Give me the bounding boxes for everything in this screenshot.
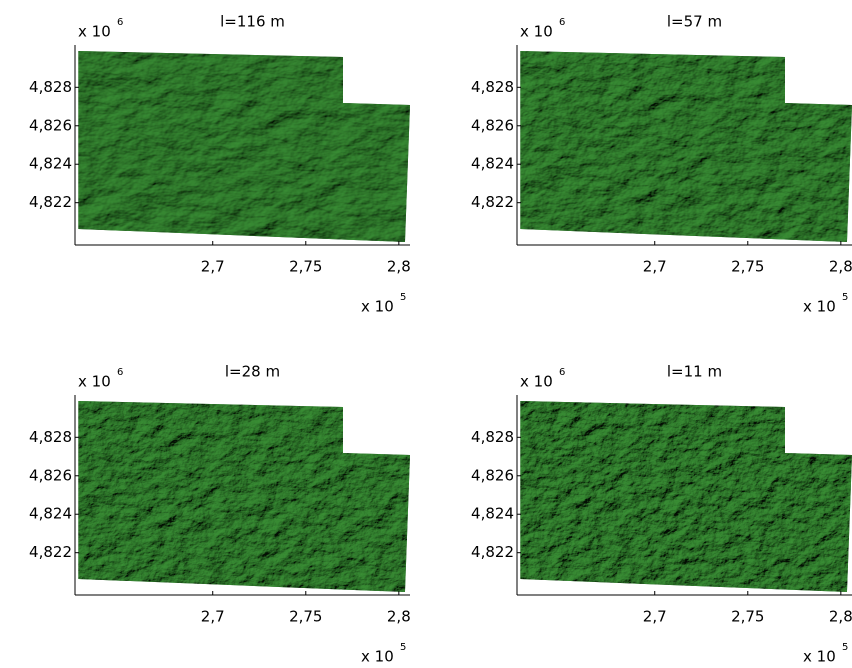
x-tick-label: 2,7 (643, 608, 667, 626)
x-multiplier-exponent: 5 (842, 292, 848, 303)
x-multiplier-exponent: 5 (842, 642, 848, 653)
y-tick-label: 4,828 (471, 78, 514, 96)
y-tick-label: 4,822 (471, 193, 514, 211)
x-tick-label: 2,7 (201, 608, 225, 626)
subplot-title: l=11 m (667, 363, 722, 381)
terrain-relief (520, 401, 852, 592)
x-multiplier: x 10 (803, 648, 836, 666)
y-tick-label: 4,822 (471, 543, 514, 561)
subplot-title: l=57 m (667, 13, 722, 31)
x-tick-label: 2,8 (387, 258, 411, 276)
y-multiplier-exponent: 6 (117, 367, 123, 378)
y-tick-label: 4,824 (29, 505, 72, 523)
y-tick-label: 4,826 (29, 466, 72, 484)
y-tick-label: 4,826 (471, 116, 514, 134)
x-tick-label: 2,75 (289, 258, 322, 276)
x-tick-label: 2,75 (731, 258, 764, 276)
x-tick-label: 2,8 (387, 608, 411, 626)
y-multiplier: x 10 (78, 23, 111, 41)
y-tick-label: 4,828 (29, 78, 72, 96)
figure: 2,72,752,84,8224,8244,8264,828l=116 mx 1… (0, 0, 852, 668)
x-multiplier-exponent: 5 (400, 292, 406, 303)
x-tick-label: 2,75 (289, 608, 322, 626)
subplot: 2,7 2,75 2,8 4,822 4,824 4,826 4,828 l=116 m x 1… (29, 13, 411, 316)
y-tick-label: 4,828 (29, 428, 72, 446)
y-tick-label: 4,826 (471, 466, 514, 484)
y-tick-label: 4,828 (471, 428, 514, 446)
y-multiplier-exponent: 6 (559, 367, 565, 378)
x-tick-label: 2,8 (829, 608, 852, 626)
y-multiplier: x 10 (78, 373, 111, 391)
y-multiplier-exponent: 6 (559, 17, 565, 28)
y-multiplier-exponent: 6 (117, 17, 123, 28)
y-multiplier: x 10 (520, 373, 553, 391)
subplot-title: l=28 m (225, 363, 280, 381)
subplot: 2,7 2,75 2,8 4,822 4,824 4,826 4,828 l=57 m x 10… (471, 13, 852, 316)
x-tick-label: 2,7 (201, 258, 225, 276)
x-multiplier-exponent: 5 (400, 642, 406, 653)
x-tick-label: 2,8 (829, 258, 852, 276)
y-tick-label: 4,824 (471, 155, 514, 173)
subplot-title: l=116 m (220, 13, 285, 31)
y-multiplier: x 10 (520, 23, 553, 41)
x-multiplier: x 10 (361, 648, 394, 666)
subplot: 2,7 2,75 2,8 4,822 4,824 4,826 4,828 l=11 m x 10… (471, 363, 852, 666)
subplot: 2,7 2,75 2,8 4,822 4,824 4,826 4,828 l=28 m x 10… (29, 363, 411, 666)
terrain-relief (520, 51, 852, 242)
y-tick-label: 4,826 (29, 116, 72, 134)
x-multiplier: x 10 (361, 298, 394, 316)
terrain-relief (78, 51, 410, 242)
y-tick-label: 4,822 (29, 543, 72, 561)
y-tick-label: 4,824 (29, 155, 72, 173)
y-tick-label: 4,824 (471, 505, 514, 523)
y-tick-label: 4,822 (29, 193, 72, 211)
terrain-relief (78, 401, 410, 592)
x-tick-label: 2,75 (731, 608, 764, 626)
x-tick-label: 2,7 (643, 258, 667, 276)
x-multiplier: x 10 (803, 298, 836, 316)
